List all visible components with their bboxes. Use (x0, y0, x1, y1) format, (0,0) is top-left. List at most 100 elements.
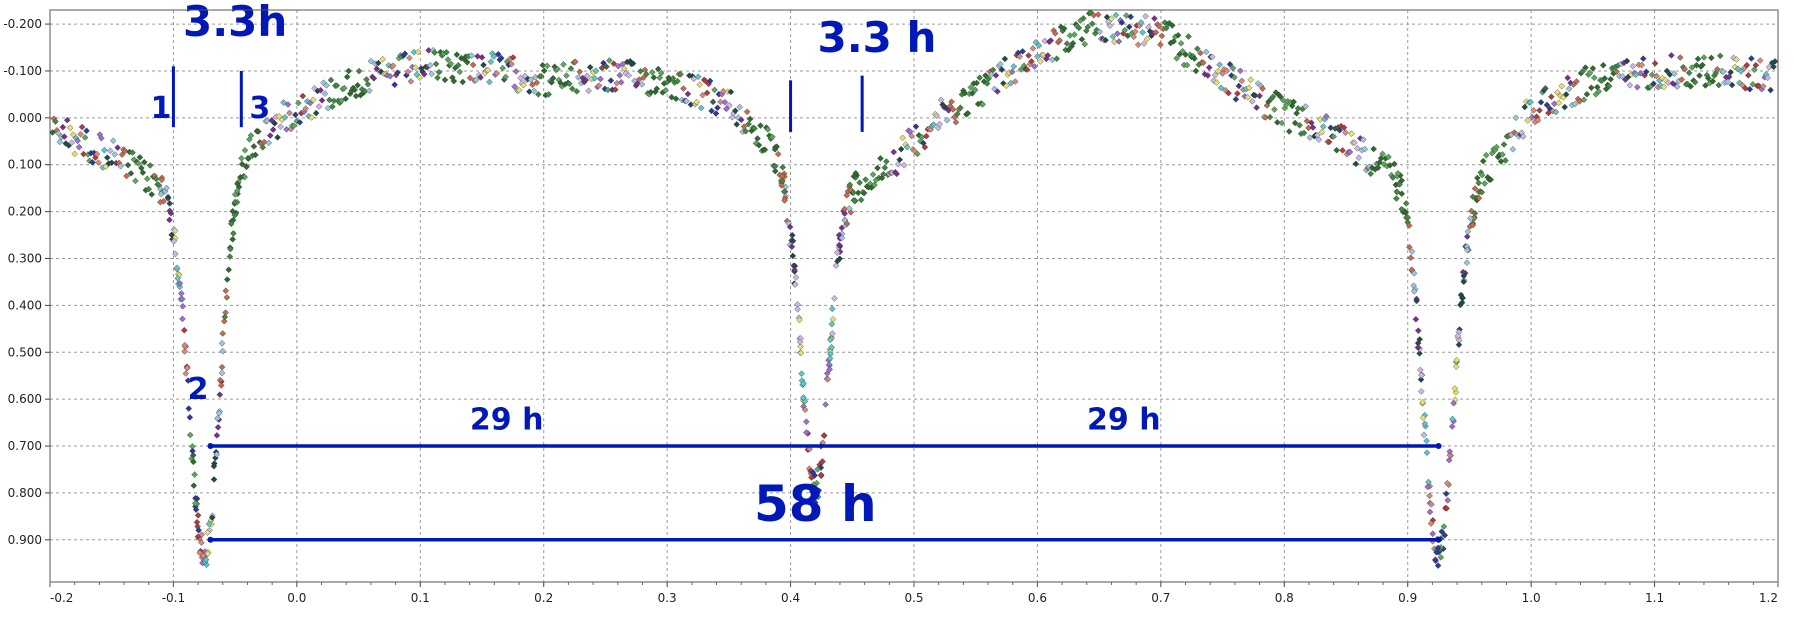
data-point (803, 429, 810, 436)
data-point (1426, 492, 1433, 500)
data-point (63, 116, 71, 124)
data-point (533, 79, 541, 86)
data-point (1419, 398, 1427, 406)
data-point (576, 68, 584, 75)
data-point (213, 451, 220, 458)
x-tick-label: 0.6 (1028, 591, 1047, 605)
data-point (269, 126, 277, 133)
data-point (1420, 431, 1428, 439)
data-point (166, 200, 174, 207)
data-point (1499, 151, 1506, 158)
data-point (930, 121, 938, 129)
span-endpoint (1435, 443, 1442, 450)
data-point (1355, 154, 1363, 162)
data-point (774, 150, 782, 158)
data-point (1427, 520, 1435, 527)
y-tick-label: 0.200 (8, 205, 42, 219)
data-point (585, 87, 592, 95)
data-point (829, 330, 836, 337)
data-point (711, 86, 718, 94)
data-point (684, 90, 692, 98)
data-point (260, 138, 268, 146)
data-point (949, 106, 957, 113)
data-point (717, 98, 724, 106)
data-point (189, 452, 197, 459)
data-point (234, 180, 241, 188)
data-point (1402, 200, 1410, 207)
data-point (1454, 332, 1462, 340)
data-point (1423, 449, 1431, 456)
data-point (243, 162, 250, 170)
data-point (850, 173, 858, 180)
data-point (1071, 31, 1078, 38)
data-point (114, 144, 121, 151)
y-tick-label: 0.800 (8, 486, 42, 500)
data-point (1743, 61, 1751, 69)
data-point (1213, 79, 1220, 86)
data-point (1702, 82, 1709, 89)
data-point (333, 82, 341, 89)
data-point (355, 67, 363, 75)
data-point (241, 173, 248, 181)
data-point (434, 74, 441, 82)
data-point (1226, 61, 1234, 68)
data-point (712, 110, 720, 117)
data-point (1475, 179, 1482, 187)
data-point (176, 283, 184, 291)
data-point (827, 336, 834, 344)
data-point (971, 86, 979, 94)
data-point (574, 74, 582, 81)
data-point (1442, 490, 1450, 497)
data-point (389, 62, 397, 70)
data-point (1709, 77, 1717, 85)
data-point (1102, 36, 1109, 44)
data-point (1393, 195, 1400, 202)
data-point (539, 61, 547, 69)
data-point (1579, 68, 1586, 75)
data-point (1417, 388, 1425, 395)
data-point (1251, 92, 1259, 99)
data-point (789, 231, 796, 239)
data-point (697, 104, 705, 112)
data-point (1676, 54, 1684, 61)
data-point (771, 167, 779, 175)
data-point (238, 154, 245, 162)
data-point (185, 405, 193, 412)
data-point (826, 355, 834, 362)
x-tick-label: 1.2 (1759, 591, 1778, 605)
data-point (1351, 139, 1358, 146)
data-point (1555, 99, 1563, 107)
data-point (141, 158, 148, 166)
data-point (466, 74, 474, 82)
data-point (1202, 48, 1210, 56)
data-point (862, 176, 869, 183)
data-point (1605, 82, 1613, 90)
data-point (801, 406, 809, 414)
data-point (1413, 297, 1420, 305)
data-point (789, 237, 797, 245)
data-point (1044, 52, 1052, 59)
data-point (190, 482, 198, 489)
data-point (797, 343, 804, 350)
data-point (543, 62, 551, 70)
data-point (1088, 20, 1096, 28)
data-point (1642, 68, 1650, 76)
data-point (214, 414, 221, 422)
data-point (1448, 423, 1456, 430)
data-point (219, 330, 226, 337)
data-point (1080, 15, 1087, 22)
data-point (259, 144, 267, 151)
data-point (1694, 55, 1702, 63)
data-point (1687, 83, 1694, 90)
data-point (1367, 170, 1374, 178)
data-point (737, 116, 745, 124)
data-point (143, 175, 151, 183)
data-point (468, 52, 475, 59)
data-point (838, 234, 846, 242)
data-point (218, 340, 226, 347)
data-point (511, 83, 518, 90)
data-point (677, 70, 684, 78)
data-point (226, 253, 234, 260)
data-point (1183, 61, 1191, 69)
data-point (1582, 64, 1589, 71)
